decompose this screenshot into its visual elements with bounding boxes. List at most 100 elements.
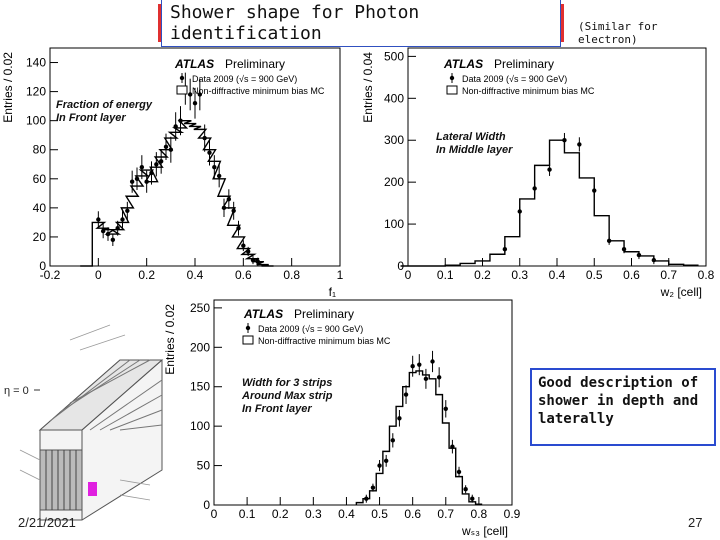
y-tick-label: 400 (384, 91, 404, 105)
chart-annotation: Lateral Width (436, 131, 506, 143)
conclusion-box: Good description of shower in depth and … (530, 368, 716, 446)
data-point (144, 179, 149, 184)
atlas-label: ATLAS (243, 307, 283, 321)
y-axis-label: Entries / 0.04 (361, 52, 375, 123)
data-point (110, 237, 116, 243)
data-point (105, 231, 111, 237)
y-tick-label: 100 (26, 114, 46, 128)
data-point (390, 438, 395, 443)
data-point (430, 359, 435, 364)
x-axis-label: w₂ [cell] (660, 285, 702, 299)
x-tick-label: 0.5 (371, 507, 388, 521)
x-tick-label: 0.8 (698, 268, 715, 282)
y-tick-label: 200 (384, 175, 404, 189)
similar-note: (Similar for electron) (578, 20, 658, 46)
slide-title-box: Shower shape for Photon identification (158, 0, 564, 47)
legend-mc-entry: Non-diffractive minimum bias MC (192, 86, 325, 96)
atlas-label: ATLAS (443, 57, 483, 71)
x-tick-label: 0.7 (660, 268, 677, 282)
x-tick-label: 0.6 (404, 507, 421, 521)
data-point (364, 496, 369, 501)
x-tick-label: 0.4 (187, 268, 204, 282)
page-number: 27 (688, 515, 703, 530)
y-tick-label: 140 (26, 56, 46, 70)
y-tick-label: 0 (203, 498, 210, 512)
chart-annotation: In Front layer (56, 112, 126, 124)
x-tick-label: 0.9 (504, 507, 521, 521)
x-tick-label: 0.6 (623, 268, 640, 282)
data-point (423, 376, 429, 382)
y-tick-label: 120 (26, 85, 46, 99)
y-tick-label: 40 (33, 201, 47, 215)
detector-diagram: η = 0 (4, 324, 164, 521)
x-tick-label: 1 (337, 268, 344, 282)
data-point (517, 209, 522, 214)
data-point (456, 469, 462, 475)
data-point (377, 463, 382, 468)
y-axis-label: Entries / 0.02 (1, 52, 15, 123)
data-point (120, 217, 125, 222)
x-tick-label: 0.1 (437, 268, 454, 282)
x-tick-label: 0.3 (305, 507, 322, 521)
mc-histogram (355, 370, 483, 505)
mc-histogram (400, 139, 699, 267)
data-point (397, 416, 402, 421)
y-tick-label: 150 (190, 380, 210, 394)
data-point (192, 101, 198, 106)
y-tick-label: 50 (197, 459, 211, 473)
x-tick-label: 0.1 (239, 507, 256, 521)
data-point (158, 159, 164, 164)
data-point (100, 228, 106, 234)
data-point (410, 364, 415, 369)
y-tick-label: 80 (33, 143, 47, 157)
legend-data-entry: Data 2009 (√s = 900 GeV) (462, 74, 567, 84)
x-tick-label: 0.2 (272, 507, 289, 521)
data-point (197, 92, 203, 97)
atlas-preliminary: Preliminary (225, 57, 285, 71)
data-point (173, 124, 178, 129)
x-tick-label: 0.4 (549, 268, 566, 282)
data-point (370, 485, 376, 490)
data-point (207, 150, 212, 155)
x-tick-label: 0.8 (471, 507, 488, 521)
x-tick-label: 0.8 (283, 268, 300, 282)
x-tick-label: 0.4 (338, 507, 355, 521)
data-point (129, 179, 135, 184)
data-point (417, 362, 422, 367)
x-tick-label: 0.2 (138, 268, 155, 282)
data-point (221, 205, 227, 211)
legend-mc-entry: Non-diffractive minimum bias MC (258, 336, 391, 346)
y-tick-label: 200 (190, 340, 210, 354)
x-tick-label: 0.2 (474, 268, 491, 282)
x-tick-label: 0.5 (586, 268, 603, 282)
data-point (436, 375, 442, 380)
chart-lateral-width: 0 0.1 0.2 0.3 0.4 0.5 0.6 0.7 0.8010020030040050… (361, 47, 715, 299)
y-tick-label: 300 (384, 133, 404, 147)
x-axis-label: f₁ (329, 285, 336, 299)
slide-date: 2/21/2021 (18, 515, 76, 530)
chart-annotation: Around Max strip (241, 390, 333, 402)
data-point (245, 249, 251, 254)
data-point (502, 247, 508, 252)
data-point (212, 164, 217, 170)
legend-mc-box (176, 85, 188, 95)
legend-data-entry: Data 2009 (√s = 900 GeV) (192, 74, 297, 84)
chart-annotation: Fraction of energy (56, 99, 153, 111)
chart-annotation: In Front layer (242, 403, 312, 415)
data-point (532, 186, 537, 191)
data-point (383, 458, 389, 464)
data-point (241, 243, 246, 248)
chart-strip-width: 0 0.1 0.2 0.3 0.4 0.5 0.6 0.7 0.8 0.9 0 50 100 150 200… (163, 299, 521, 538)
y-tick-label: 100 (384, 217, 404, 231)
data-point (403, 392, 409, 397)
data-point (178, 118, 183, 123)
data-point (149, 170, 154, 176)
slide-title: Shower shape for Photon identification (161, 0, 561, 47)
x-tick-label: 0 (405, 268, 412, 282)
chart-annotation: In Middle layer (436, 144, 513, 156)
data-point (606, 238, 612, 244)
data-point (470, 496, 475, 501)
data-point (154, 162, 159, 167)
x-tick-label: 0 (95, 268, 102, 282)
data-point (216, 173, 222, 179)
